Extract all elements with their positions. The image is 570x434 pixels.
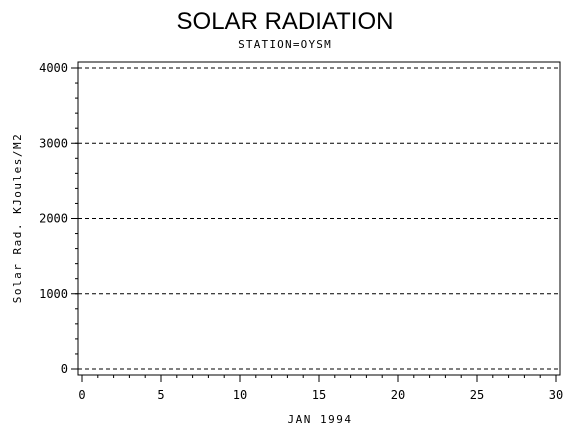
- chart-subtitle: STATION=OYSM: [238, 38, 332, 51]
- y-tick-label: 2000: [39, 212, 68, 226]
- x-tick-label: 25: [470, 388, 484, 402]
- y-tick-label: 0: [61, 362, 68, 376]
- grid-lines: [78, 67, 560, 370]
- x-tick-label: 0: [78, 388, 85, 402]
- x-tick-label: 5: [157, 388, 164, 402]
- chart-title: SOLAR RADIATION: [177, 8, 394, 35]
- x-tick-label: 15: [312, 388, 326, 402]
- x-axis-label: JAN 1994: [288, 413, 353, 426]
- y-axis-label: Solar Rad. KJoules/M2: [11, 133, 24, 304]
- y-tick-label: 1000: [39, 287, 68, 301]
- y-axis-ticks: 0 1000 2000 3000 4000: [39, 61, 78, 376]
- x-tick-label: 30: [549, 388, 563, 402]
- x-tick-label: 10: [233, 388, 247, 402]
- x-tick-label: 20: [391, 388, 405, 402]
- y-tick-label: 4000: [39, 61, 68, 75]
- x-axis-ticks: 0 5 10 15 20 25 30: [78, 375, 563, 402]
- y-tick-label: 3000: [39, 136, 68, 150]
